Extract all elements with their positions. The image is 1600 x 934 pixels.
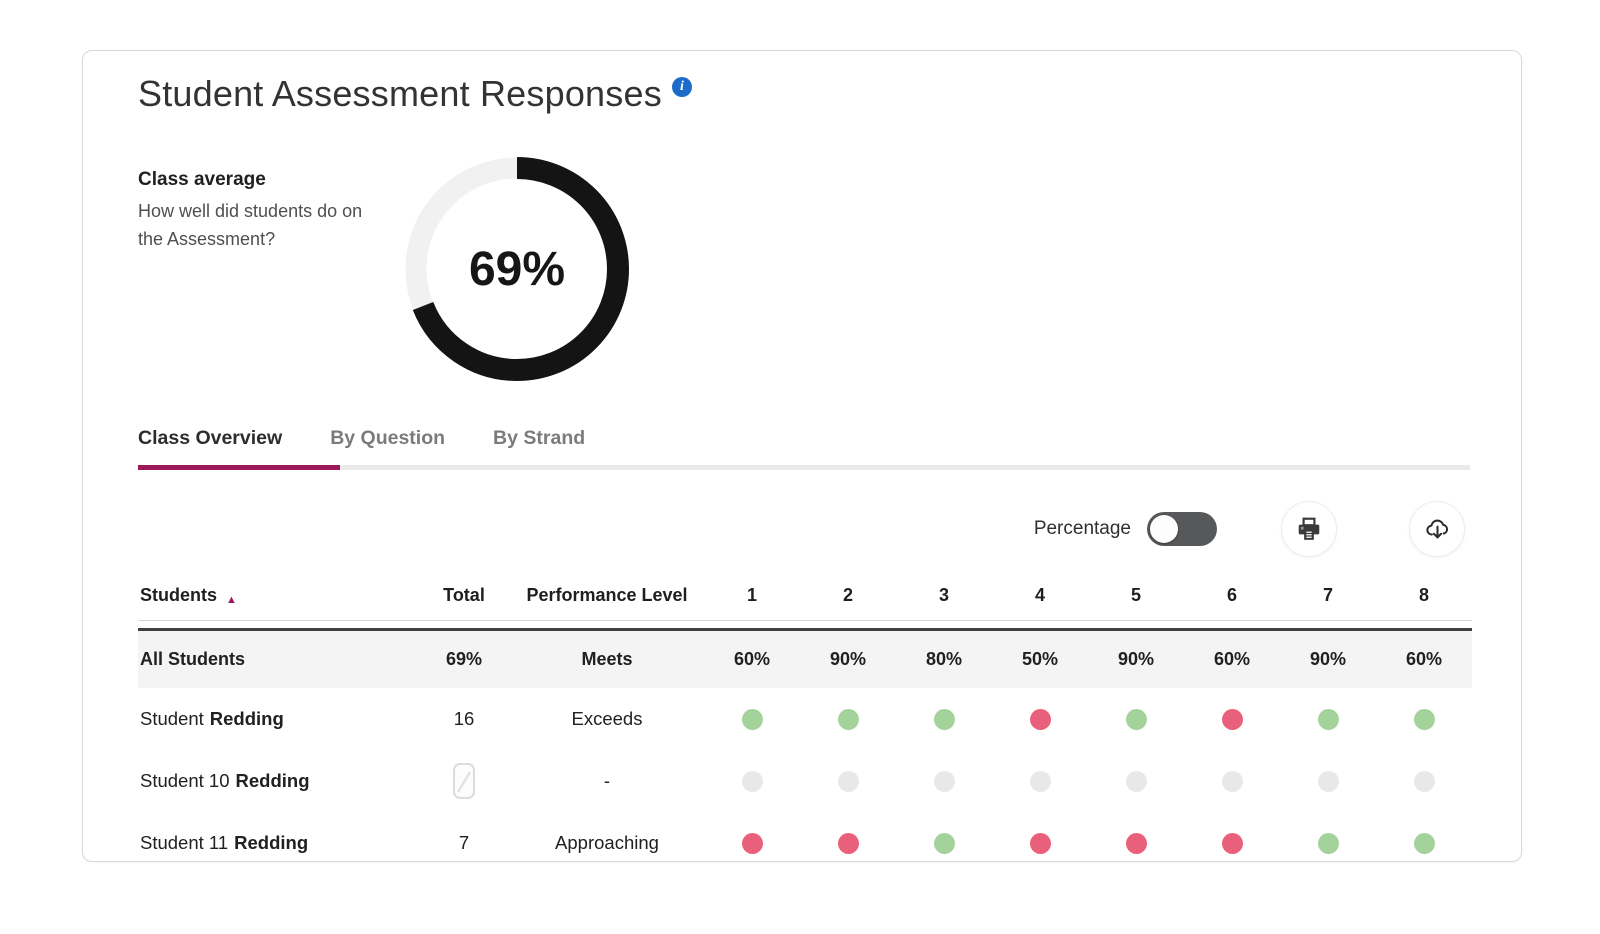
response-dot-green — [933, 708, 955, 730]
student-performance-level: Approaching — [555, 832, 659, 853]
response-dot-gray — [1413, 770, 1435, 792]
column-header-total[interactable]: Total — [443, 585, 485, 605]
students-header-label: Students — [140, 585, 218, 605]
summary-row-name: All Students — [140, 649, 246, 669]
column-header-q7[interactable]: 7 — [1322, 585, 1333, 605]
percentage-toggle-label: Percentage — [1033, 518, 1131, 539]
page-title: Student Assessment Responses — [138, 73, 662, 114]
class-overview-table: Students ▲ Total Performance Level 1 2 3 … — [138, 571, 1472, 861]
response-dot-gray — [741, 770, 763, 792]
student-name[interactable]: Student 11 Redding — [138, 832, 418, 854]
summary-total: 69% — [445, 649, 483, 669]
column-header-students[interactable]: Students ▲ — [138, 585, 418, 606]
summary-q3-value: 80% — [925, 649, 963, 669]
response-dot-green — [1413, 832, 1435, 854]
student-last-name: Redding — [209, 708, 284, 729]
response-dot-gray — [1125, 770, 1147, 792]
class-average-label: Class average — [138, 169, 266, 190]
response-dot-red — [1221, 708, 1243, 730]
response-dot-gray — [1221, 770, 1243, 792]
student-name[interactable]: Student 10 Redding — [138, 770, 418, 792]
tab-by-question[interactable]: By Question — [330, 427, 446, 449]
class-average-donut-chart: 69% — [404, 156, 630, 382]
tab-underline-track — [138, 465, 1470, 470]
donut-svg — [405, 157, 629, 381]
response-dot-green — [933, 832, 955, 854]
assessment-card: Student Assessment Responses i Class ave… — [82, 50, 1522, 862]
no-response-icon — [453, 763, 475, 799]
class-average-description: How well did students do on the Assessme… — [138, 201, 363, 249]
response-dot-gray — [1029, 770, 1051, 792]
response-dots-row — [704, 832, 1472, 854]
download-button[interactable] — [1409, 501, 1465, 557]
percentage-toggle[interactable] — [1147, 512, 1217, 546]
response-dot-green — [741, 708, 763, 730]
response-dots-row — [704, 708, 1472, 730]
tab-class-overview[interactable]: Class Overview — [138, 427, 283, 449]
response-dot-green — [837, 708, 859, 730]
donut-value-arc — [405, 157, 629, 381]
summary-q2-value: 90% — [829, 649, 867, 669]
summary-q6-value: 60% — [1213, 649, 1251, 669]
student-first-name: Student — [140, 708, 204, 729]
page-title-row: Student Assessment Responses i — [138, 73, 692, 115]
column-header-q1[interactable]: 1 — [746, 585, 757, 605]
student-total: 7 — [458, 832, 470, 853]
summary-q7-value: 90% — [1309, 649, 1347, 669]
student-row: Student Redding 16 Exceeds — [138, 688, 1472, 750]
column-header-q5[interactable]: 5 — [1130, 585, 1141, 605]
response-dot-green — [1125, 708, 1147, 730]
cloud-download-icon — [1425, 519, 1448, 538]
student-first-name: Student 10 — [140, 770, 230, 791]
response-dot-green — [1317, 708, 1339, 730]
column-header-q4[interactable]: 4 — [1034, 585, 1045, 605]
student-total: 16 — [453, 708, 475, 729]
info-icon[interactable]: i — [671, 77, 692, 97]
student-row: Student 10 Redding - — [138, 750, 1472, 812]
column-header-q2[interactable]: 2 — [842, 585, 853, 605]
active-tab-underline — [138, 465, 340, 470]
student-name[interactable]: Student Redding — [138, 708, 418, 730]
student-first-name: Student 11 — [140, 832, 229, 853]
tabs-block: Class Overview By Question By Strand — [138, 427, 1470, 470]
column-header-q8[interactable]: 8 — [1418, 585, 1429, 605]
student-row: Student 11 Redding 7 Approaching — [138, 812, 1472, 861]
summary-q5-value: 90% — [1117, 649, 1155, 669]
response-dot-red — [1221, 832, 1243, 854]
printer-icon — [1298, 517, 1320, 540]
sort-ascending-icon: ▲ — [226, 594, 237, 606]
response-dot-red — [1029, 708, 1051, 730]
column-header-q6[interactable]: 6 — [1226, 585, 1237, 605]
student-last-name: Redding — [234, 832, 309, 853]
summary-q4-value: 50% — [1021, 649, 1059, 669]
response-dot-red — [837, 832, 859, 854]
toggle-knob — [1150, 515, 1178, 543]
all-students-summary-row: All Students 69% Meets 60% 90% 80% 50% 9… — [138, 628, 1472, 688]
table-toolbar: Percentage — [1034, 500, 1465, 558]
class-average-value: 69% — [468, 242, 566, 296]
table-header-row: Students ▲ Total Performance Level 1 2 3 … — [138, 571, 1472, 621]
response-dot-green — [1413, 708, 1435, 730]
student-last-name: Redding — [235, 770, 310, 791]
response-dot-red — [741, 832, 763, 854]
class-average-text: Class average How well did students do o… — [138, 169, 373, 253]
response-dot-gray — [1317, 770, 1339, 792]
response-dot-gray — [837, 770, 859, 792]
summary-q8-value: 60% — [1405, 649, 1443, 669]
response-dot-gray — [933, 770, 955, 792]
summary-performance-level: Meets — [581, 649, 633, 669]
response-dots-row — [704, 770, 1472, 792]
print-button[interactable] — [1281, 501, 1337, 557]
summary-q1-value: 60% — [733, 649, 771, 669]
column-header-q3[interactable]: 3 — [938, 585, 949, 605]
tab-by-strand[interactable]: By Strand — [493, 427, 586, 449]
student-performance-level: - — [603, 770, 611, 791]
student-total — [418, 761, 510, 801]
response-dot-red — [1029, 832, 1051, 854]
student-performance-level: Exceeds — [571, 708, 643, 729]
response-dot-green — [1317, 832, 1339, 854]
response-dot-red — [1125, 832, 1147, 854]
column-header-performance-level[interactable]: Performance Level — [526, 585, 688, 605]
